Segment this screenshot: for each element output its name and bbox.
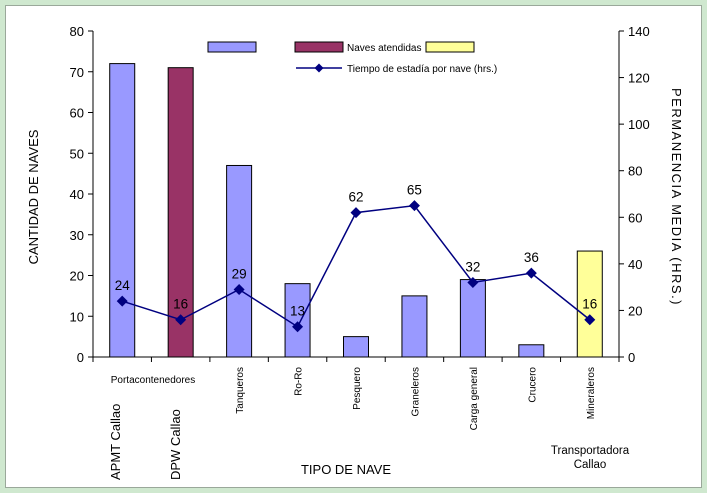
y-tick-label: 20 (70, 269, 84, 284)
bar-0-2 (226, 164, 253, 358)
line-data-label: 65 (407, 183, 422, 198)
chart-frame: 0 10 20 30 40 50 60 70 80 0 20 40 60 80 100 120 140 24 16… (5, 5, 702, 488)
legend-swatch-naves-atendidas (294, 41, 344, 53)
y-tick-label: 70 (70, 65, 84, 80)
legend-label-line: Tiempo de estadía por nave (hrs.) (347, 64, 497, 75)
legend: Naves atendidas Tiempo de estadía por nav… (207, 41, 497, 75)
x-category-label: Tanqueros (235, 367, 246, 414)
legend-swatch-series-1 (207, 41, 257, 53)
line-point-marker (350, 207, 362, 219)
y-axis-title: CANTIDAD DE NAVES (26, 129, 41, 264)
bar-0-0 (109, 63, 136, 358)
x-category-label: Carga general (469, 367, 480, 430)
y-tick-label: 30 (70, 228, 84, 243)
y-tick-label: 80 (70, 24, 84, 39)
line-point-marker (584, 314, 596, 326)
y-tick-label: 10 (70, 309, 84, 324)
x-category-labels: Portacontenedores Tanqueros Ro-Ro Pesquero G… (111, 367, 597, 431)
bars-layer (109, 63, 603, 358)
bar-0-4 (343, 336, 369, 358)
y-tick-label: 0 (77, 350, 84, 365)
line-data-label: 62 (348, 190, 363, 205)
chart-canvas: 0 10 20 30 40 50 60 70 80 0 20 40 60 80 100 120 140 24 16… (26, 24, 684, 480)
y2-tick-label: 0 (628, 350, 635, 365)
line-layer: 24 16 29 13 62 65 32 36 16 (115, 183, 597, 333)
y-tick-label: 60 (70, 106, 84, 121)
y2-tick-label: 100 (628, 117, 650, 132)
bar-0-5 (401, 295, 428, 358)
line-point-marker (525, 267, 537, 279)
line-point-marker (175, 314, 187, 326)
bar-2-8 (576, 250, 603, 358)
y-tick-label: 50 (70, 146, 84, 161)
bar-0-6 (459, 279, 486, 358)
line-data-label: 13 (290, 304, 305, 319)
legend-line-marker (314, 63, 324, 73)
line-point-marker (408, 200, 420, 212)
line-data-label: 24 (115, 278, 131, 293)
y2-tick-label: 140 (628, 24, 650, 39)
x-category-label: Portacontenedores (111, 375, 196, 386)
y2-tick-label: 20 (628, 303, 642, 318)
line-point-marker (233, 283, 245, 295)
legend-swatch-series-3 (425, 41, 475, 53)
y2-tick-label: 60 (628, 210, 642, 225)
operator-label-transportadora: Transportadora Callao (551, 445, 630, 471)
legend-label-naves-atendidas: Naves atendidas (347, 43, 422, 54)
line-point-marker (292, 321, 304, 333)
line-data-label: 16 (173, 297, 188, 312)
x-category-label: Graneleros (410, 367, 421, 416)
y2-tick-label: 80 (628, 164, 642, 179)
x-category-label: Ro-Ro (294, 367, 305, 396)
line-point-marker (467, 276, 479, 288)
line-data-label: 16 (582, 297, 597, 312)
y2-tick-label: 40 (628, 257, 642, 272)
x-category-label: Mineraleros (586, 367, 597, 419)
y2-tick-label: 120 (628, 71, 650, 86)
line-point-marker (116, 295, 128, 307)
line-data-label: 32 (465, 259, 480, 274)
x-category-label: Crucero (527, 367, 538, 403)
y-tick-label: 40 (70, 187, 84, 202)
line-data-label: 29 (232, 266, 247, 281)
line-data-label: 36 (524, 250, 539, 265)
bar-1-1 (167, 67, 194, 358)
operator-label-apmt: APMT Callao (108, 404, 123, 480)
axes-layer: 0 10 20 30 40 50 60 70 80 0 20 40 60 80 100 120 140 (70, 24, 650, 365)
operator-label-dpw: DPW Callao (168, 409, 183, 480)
bar-0-7 (518, 344, 545, 358)
x-axis-title: TIPO DE NAVE (301, 462, 391, 477)
y2-axis-title: PERMANENCIA MEDIA (HRS.) (669, 88, 684, 306)
x-category-label: Pesquero (352, 367, 363, 410)
